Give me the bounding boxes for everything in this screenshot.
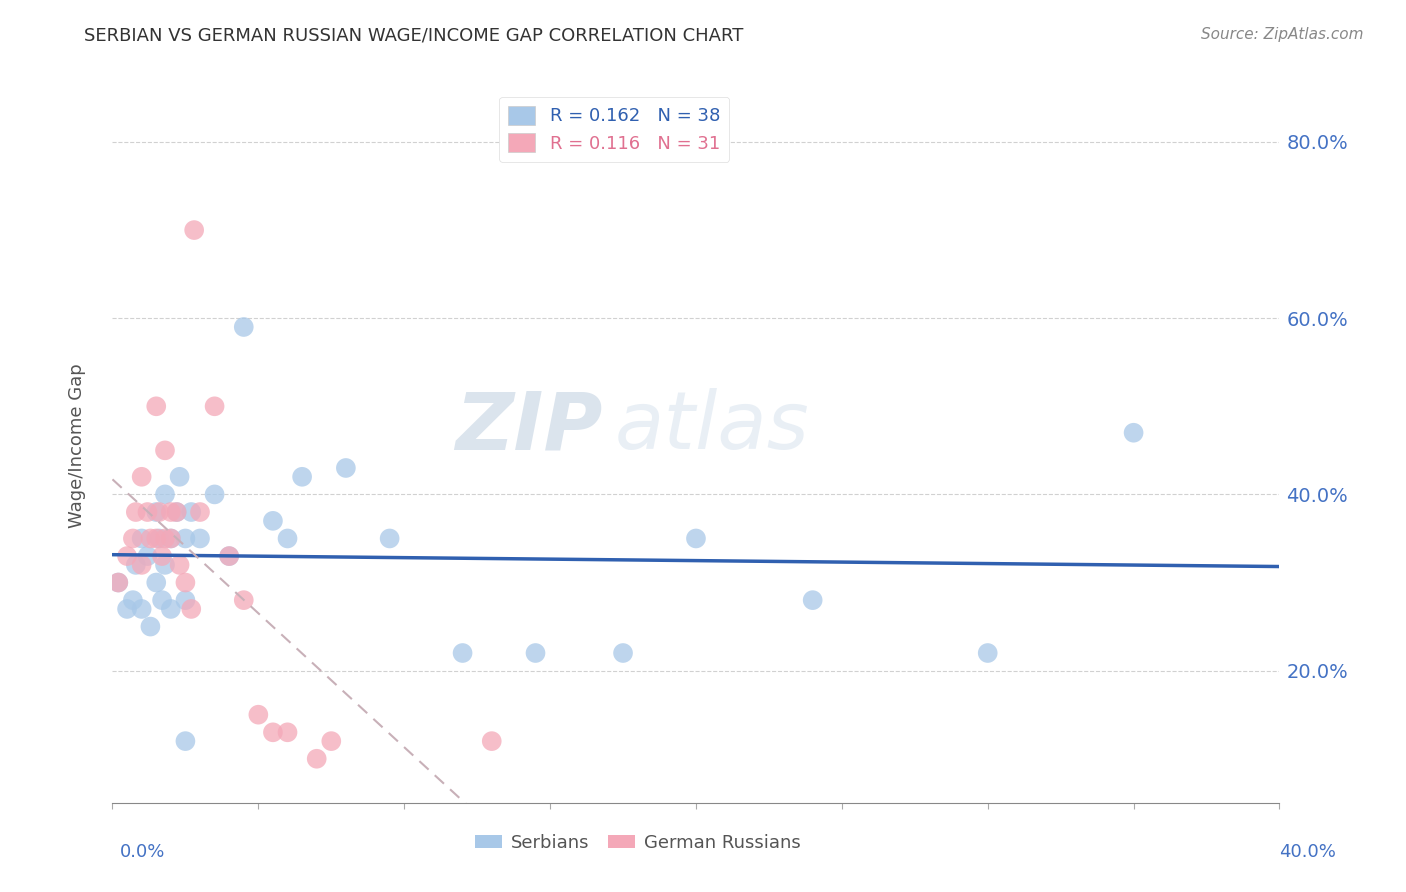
Text: Wage/Income Gap: Wage/Income Gap — [69, 364, 86, 528]
Point — [524, 646, 547, 660]
Point — [131, 558, 153, 572]
Point — [1122, 425, 1144, 440]
Point — [145, 399, 167, 413]
Point — [136, 505, 159, 519]
Point — [276, 532, 298, 546]
Point — [145, 505, 167, 519]
Point — [153, 532, 176, 546]
Text: atlas: atlas — [614, 388, 808, 467]
Point — [125, 505, 148, 519]
Point — [148, 505, 170, 519]
Point — [801, 593, 824, 607]
Text: Source: ZipAtlas.com: Source: ZipAtlas.com — [1201, 27, 1364, 42]
Point — [148, 532, 170, 546]
Text: SERBIAN VS GERMAN RUSSIAN WAGE/INCOME GAP CORRELATION CHART: SERBIAN VS GERMAN RUSSIAN WAGE/INCOME GA… — [84, 27, 744, 45]
Point — [291, 470, 314, 484]
Point — [183, 223, 205, 237]
Point — [153, 443, 176, 458]
Point — [174, 593, 197, 607]
Point — [451, 646, 474, 660]
Point — [305, 752, 328, 766]
Point — [166, 505, 188, 519]
Point — [169, 558, 191, 572]
Point — [976, 646, 998, 660]
Point — [481, 734, 503, 748]
Point — [150, 593, 173, 607]
Point — [204, 399, 226, 413]
Point — [115, 602, 138, 616]
Point — [107, 575, 129, 590]
Point — [131, 532, 153, 546]
Point — [131, 602, 153, 616]
Point — [174, 532, 197, 546]
Point — [218, 549, 240, 563]
Point — [188, 532, 211, 546]
Legend: Serbians, German Russians: Serbians, German Russians — [468, 826, 807, 859]
Point — [247, 707, 270, 722]
Point — [150, 549, 173, 563]
Point — [180, 505, 202, 519]
Point — [145, 532, 167, 546]
Point — [115, 549, 138, 563]
Text: 40.0%: 40.0% — [1279, 843, 1336, 861]
Point — [131, 470, 153, 484]
Point — [160, 505, 183, 519]
Point — [685, 532, 707, 546]
Point — [107, 575, 129, 590]
Point — [218, 549, 240, 563]
Point — [335, 461, 357, 475]
Point — [122, 593, 145, 607]
Point — [276, 725, 298, 739]
Point — [136, 549, 159, 563]
Text: 0.0%: 0.0% — [120, 843, 165, 861]
Point — [153, 487, 176, 501]
Point — [145, 575, 167, 590]
Point — [174, 734, 197, 748]
Point — [612, 646, 634, 660]
Point — [122, 532, 145, 546]
Point — [139, 532, 162, 546]
Point — [125, 558, 148, 572]
Point — [321, 734, 343, 748]
Point — [174, 575, 197, 590]
Point — [378, 532, 401, 546]
Point — [169, 470, 191, 484]
Point — [180, 602, 202, 616]
Point — [139, 619, 162, 633]
Point — [160, 602, 183, 616]
Text: ZIP: ZIP — [456, 388, 603, 467]
Point — [232, 593, 254, 607]
Point — [160, 532, 183, 546]
Point — [262, 725, 284, 739]
Point — [262, 514, 284, 528]
Point — [188, 505, 211, 519]
Point — [153, 558, 176, 572]
Point — [160, 532, 183, 546]
Point — [232, 320, 254, 334]
Point — [204, 487, 226, 501]
Point — [166, 505, 188, 519]
